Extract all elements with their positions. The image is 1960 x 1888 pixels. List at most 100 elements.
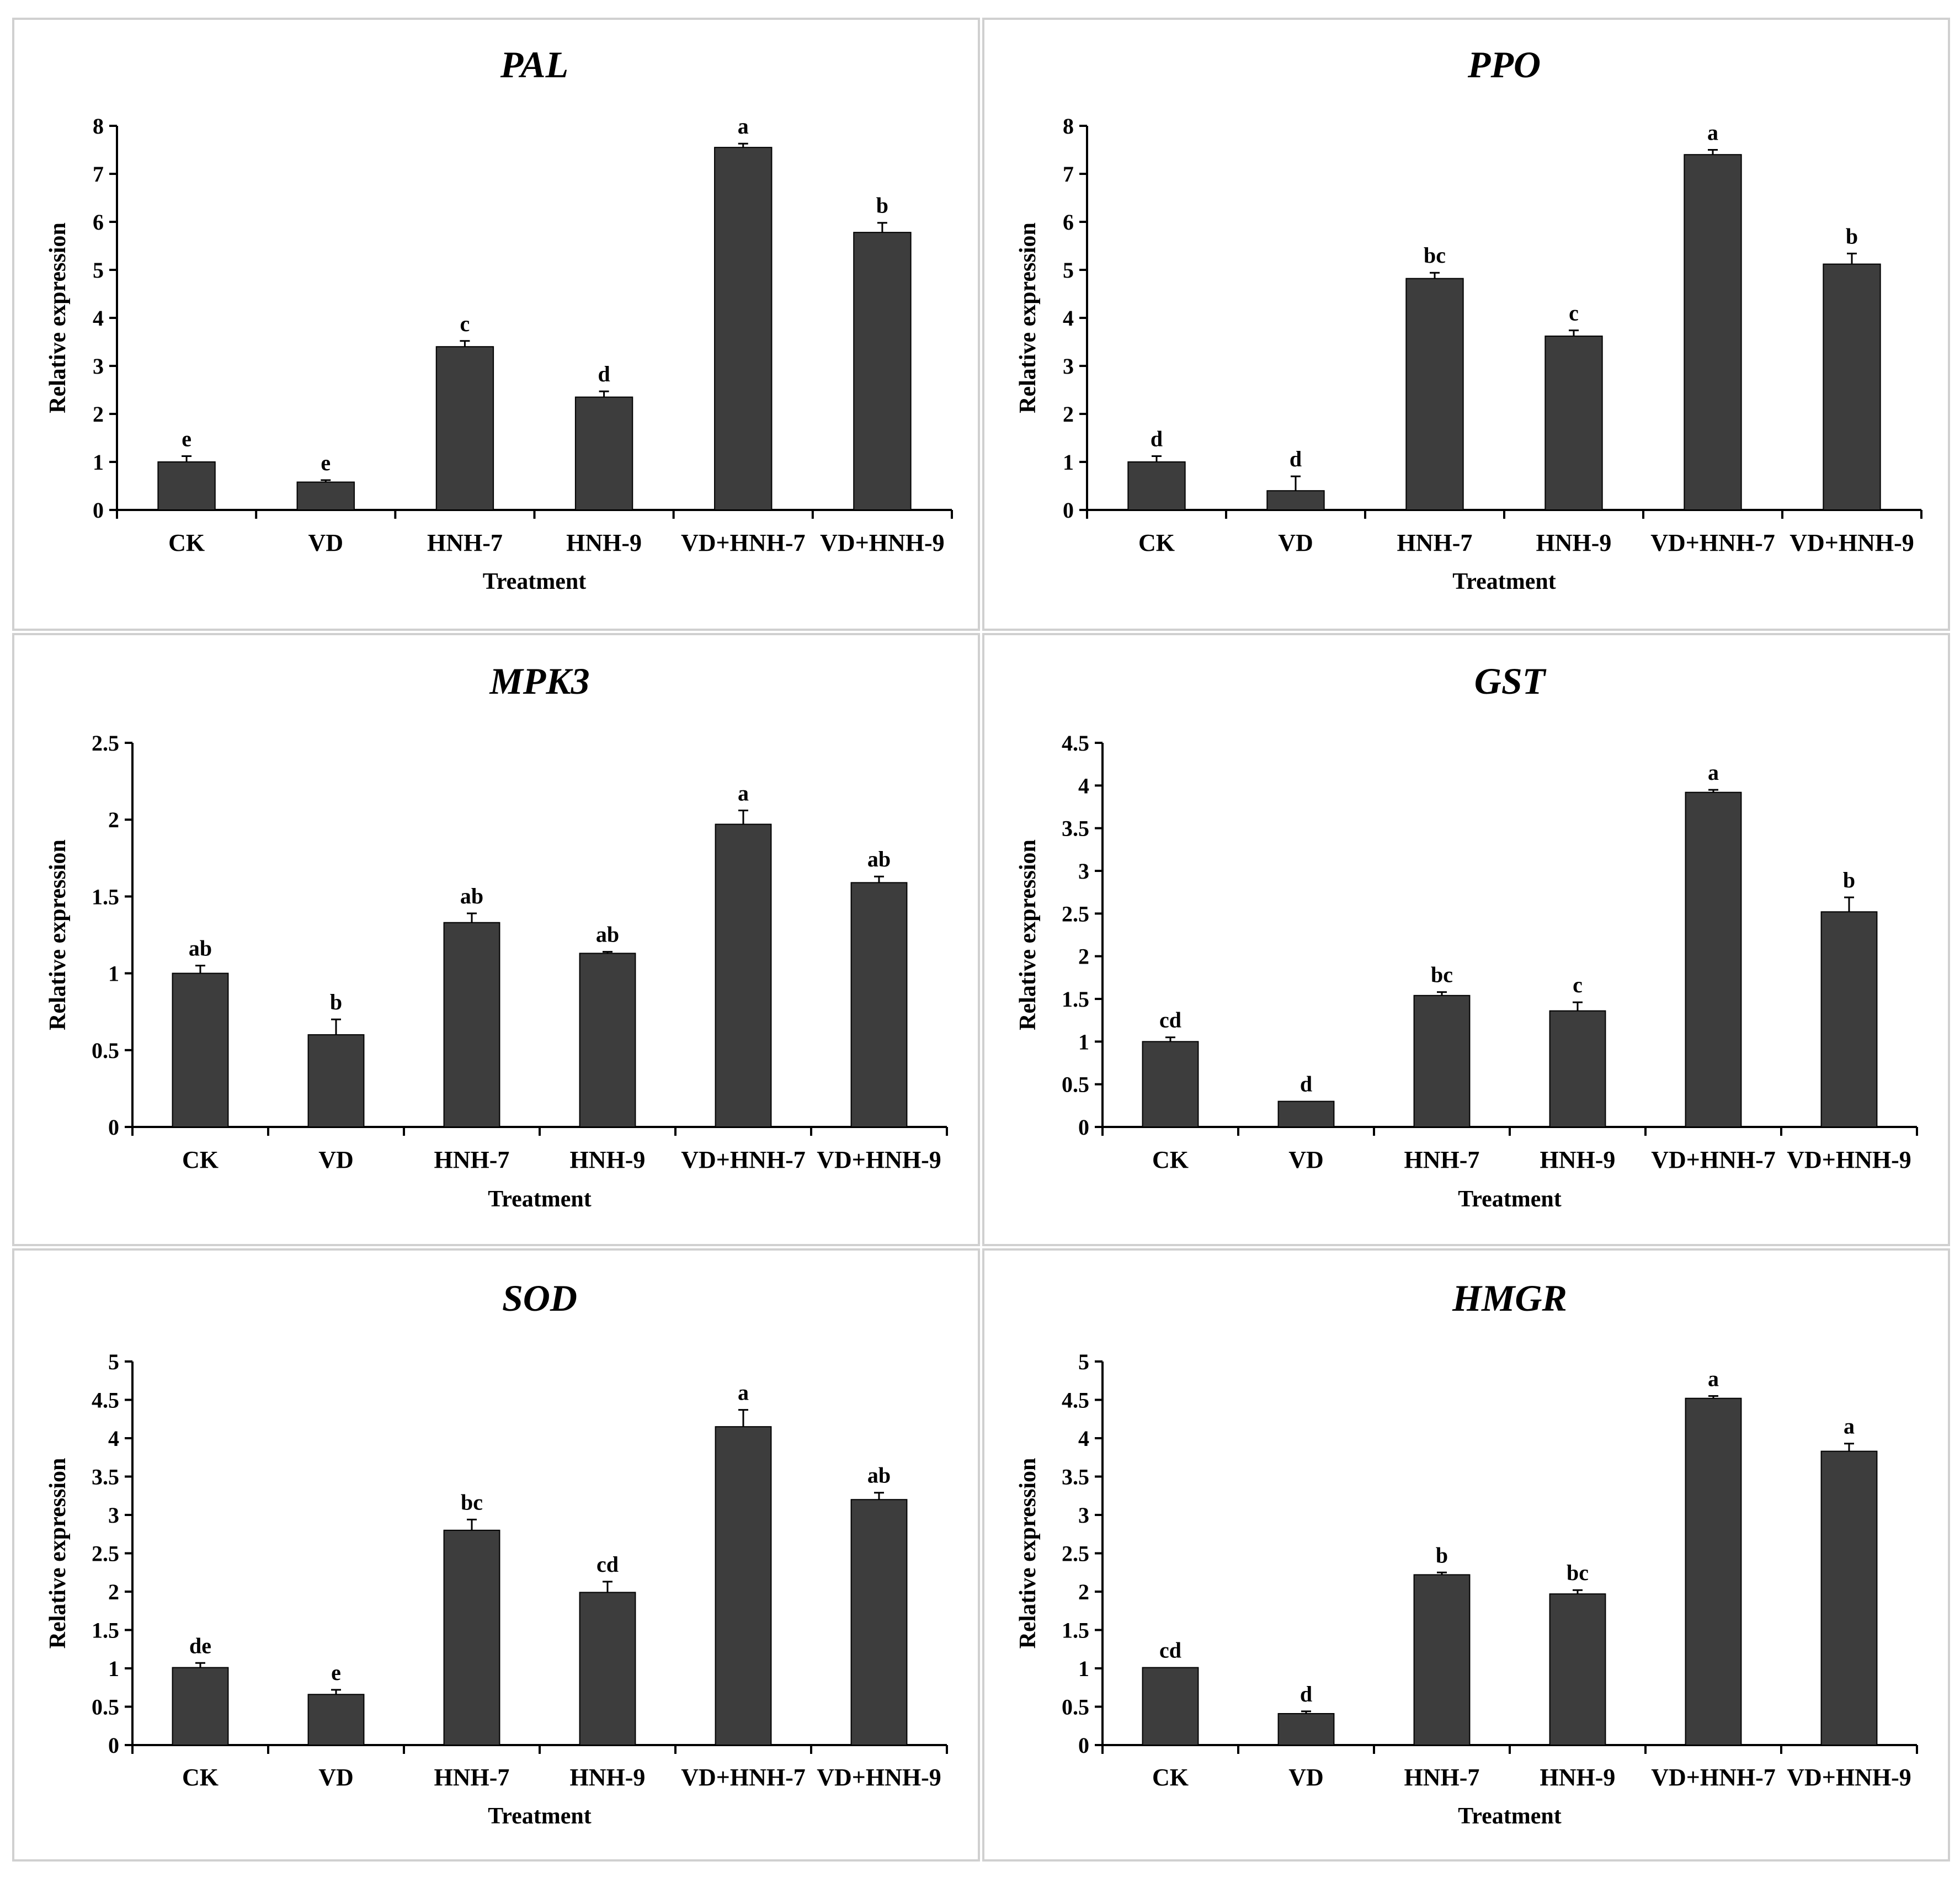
significance-letter: a [738, 1380, 749, 1405]
significance-letter: d [1300, 1072, 1312, 1097]
y-tick-label: 0.5 [1062, 1695, 1089, 1720]
category-label: HNH-9 [570, 1146, 646, 1173]
chart-pal: PAL 0 1 2 3 4 5 6 7 8 e CK e VD c HNH-7 d HNH-9 a VD+HNH-7 b… [45, 44, 953, 594]
chart-title: MPK3 [489, 660, 589, 702]
bar-vd [296, 481, 355, 510]
y-tick-label: 0.5 [92, 1038, 119, 1063]
x-axis-label: Treatment [1458, 1804, 1561, 1829]
category-label: HNH-9 [1536, 529, 1612, 556]
y-tick-label: 4.5 [92, 1388, 119, 1413]
x-axis-label: Treatment [1458, 1187, 1561, 1212]
chart-sod: SOD 0 0.5 1 1.5 2 2.5 3 3.5 4 4.5 5 de CK e VD bc HNH-7 cd… [45, 1277, 948, 1829]
y-tick-label: 3 [1078, 859, 1089, 884]
y-tick-label: 4 [108, 1426, 119, 1451]
category-label: HNH-9 [570, 1764, 646, 1791]
significance-letter: cd [1159, 1008, 1181, 1033]
panel-frame-4 [982, 633, 1950, 1246]
y-axis-label: Relative expression [45, 1458, 71, 1649]
category-label: VD+HNH-7 [1650, 529, 1775, 556]
y-tick-label: 5 [93, 258, 104, 283]
category-label: VD+HNH-7 [1651, 1146, 1776, 1173]
y-tick-label: 1 [1078, 1656, 1089, 1681]
y-tick-label: 1 [1078, 1029, 1089, 1054]
significance-letter: d [1290, 446, 1302, 471]
bar-vd [1277, 1713, 1335, 1746]
bar-vd-plus-hnh-9 [1823, 263, 1881, 510]
panel-frame-1 [12, 18, 980, 631]
y-axis-label: Relative expression [45, 839, 71, 1030]
y-tick-label: 4 [93, 306, 104, 331]
y-tick-label: 2 [93, 402, 104, 427]
y-tick-label: 2.5 [1062, 1541, 1089, 1566]
significance-letter: a [738, 114, 749, 139]
category-label: CK [182, 1764, 219, 1791]
y-tick-label: 1.5 [92, 884, 119, 909]
category-label: VD+HNH-9 [1787, 1146, 1911, 1173]
x-axis-label: Treatment [488, 1187, 591, 1212]
y-tick-label: 2 [1078, 1579, 1089, 1604]
y-tick-label: 2.5 [1062, 901, 1089, 926]
category-label: HNH-7 [1404, 1764, 1480, 1791]
significance-letter: e [182, 427, 191, 451]
bar-hnh-7 [443, 922, 500, 1128]
category-label: HNH-9 [1540, 1764, 1616, 1791]
y-tick-label: 3.5 [1062, 816, 1089, 841]
significance-letter: bc [461, 1490, 483, 1514]
y-tick-label: 0 [1078, 1733, 1089, 1758]
y-tick-label: 3 [1078, 1503, 1089, 1528]
y-tick-label: 2 [1078, 944, 1089, 969]
x-axis-label: Treatment [488, 1804, 591, 1829]
bar-ck [172, 1667, 229, 1746]
category-label: CK [182, 1146, 219, 1173]
category-label: VD+HNH-7 [681, 1764, 806, 1791]
category-label: HNH-7 [1404, 1146, 1480, 1173]
bar-hnh-9 [574, 396, 633, 510]
bar-vd-plus-hnh-9 [850, 1499, 908, 1746]
y-tick-label: 8 [93, 114, 104, 139]
significance-letter: b [330, 990, 342, 1014]
y-tick-label: 2 [1063, 402, 1074, 427]
significance-letter: ab [867, 847, 891, 871]
bar-hnh-9 [1544, 336, 1603, 510]
significance-letter: c [460, 311, 470, 336]
bar-vd-plus-hnh-7 [1685, 1397, 1742, 1746]
chart-gst: GST 0 0.5 1 1.5 2 2.5 3 3.5 4 4.5 cd CK d VD bc HNH-7 c HN… [1015, 660, 1918, 1212]
y-tick-label: 3.5 [92, 1465, 119, 1490]
significance-letter: bc [1431, 962, 1453, 987]
significance-letter: a [738, 780, 749, 805]
category-label: VD+HNH-9 [817, 1146, 941, 1173]
chart-title: SOD [502, 1277, 577, 1319]
bar-hnh-7 [435, 346, 494, 510]
category-label: VD [1278, 529, 1313, 556]
category-label: VD [318, 1764, 354, 1791]
significance-letter: d [1151, 427, 1163, 451]
y-tick-label: 3.5 [1062, 1465, 1089, 1490]
y-axis-label: Relative expression [45, 222, 71, 413]
y-tick-label: 6 [93, 210, 104, 235]
significance-letter: bc [1424, 243, 1446, 268]
category-label: CK [1152, 1764, 1189, 1791]
x-axis-label: Treatment [483, 569, 586, 594]
category-label: VD+HNH-9 [1789, 529, 1914, 556]
category-label: VD [318, 1146, 354, 1173]
bar-hnh-7 [1413, 994, 1471, 1128]
significance-letter: ab [189, 936, 212, 961]
category-label: CK [168, 529, 205, 556]
bar-vd [307, 1034, 365, 1128]
chart-title: PAL [500, 44, 568, 86]
category-label: HNH-7 [1397, 529, 1473, 556]
significance-letter: bc [1567, 1560, 1589, 1585]
y-tick-label: 0 [1063, 498, 1074, 523]
bar-hnh-9 [579, 1592, 636, 1746]
significance-letter: b [876, 193, 888, 218]
y-tick-label: 1 [108, 961, 119, 986]
x-axis-label: Treatment [1452, 569, 1556, 594]
category-label: VD [1288, 1764, 1324, 1791]
y-tick-label: 4 [1063, 306, 1074, 331]
significance-letter: b [1843, 868, 1855, 892]
y-tick-label: 1.5 [92, 1618, 119, 1643]
y-tick-label: 0.5 [92, 1695, 119, 1720]
significance-letter: a [1708, 1366, 1719, 1391]
significance-letter: b [1436, 1543, 1448, 1567]
